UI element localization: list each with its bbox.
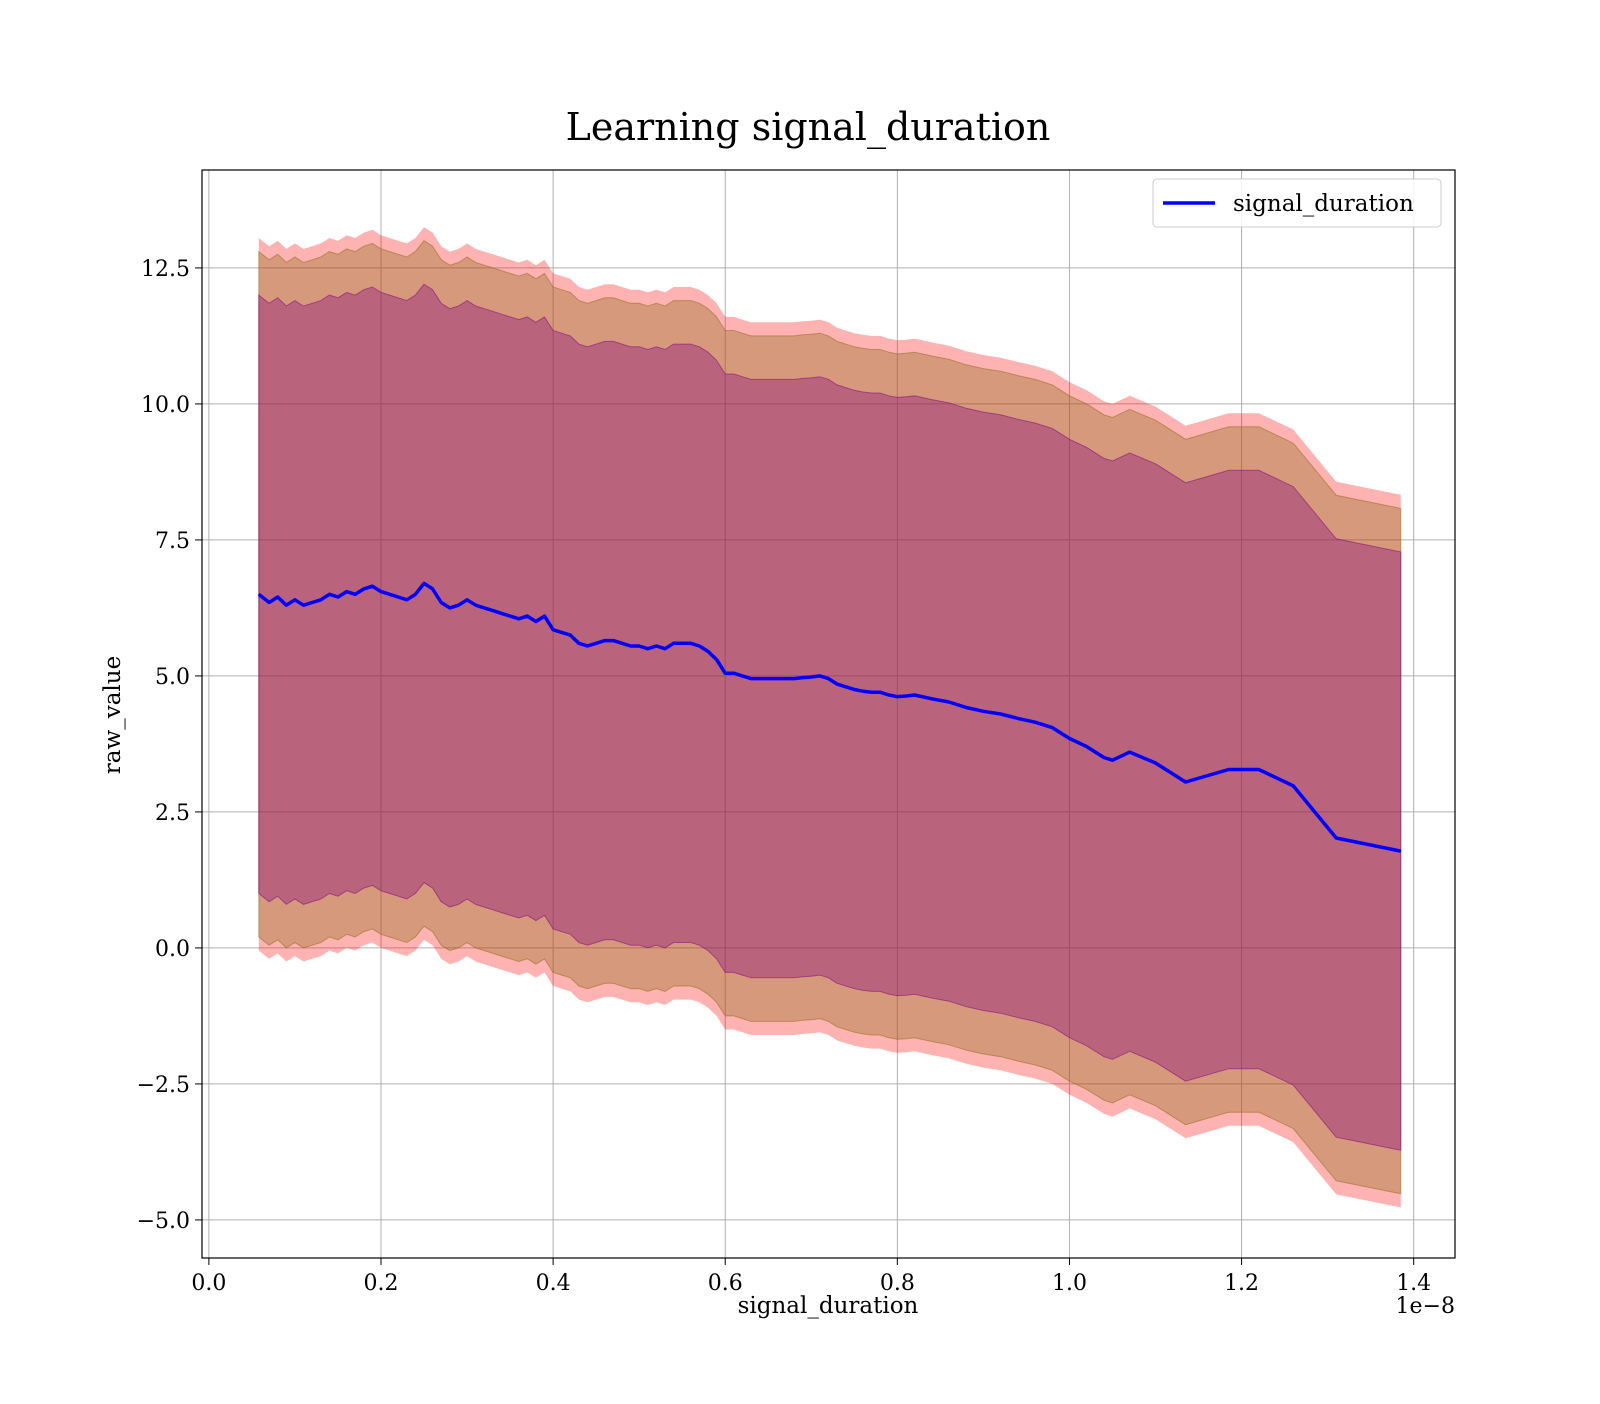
series-line-signal-duration — [257, 581, 1402, 853]
y-tick-label: −5.0 — [137, 1209, 190, 1234]
y-tick-label: 2.5 — [155, 801, 190, 826]
y-tick-label: −2.5 — [137, 1073, 190, 1098]
y-axis-label: raw_value — [100, 656, 126, 774]
x-tick-label: 0.4 — [536, 1271, 571, 1296]
x-axis-ticks: 0.0 0.2 0.4 0.6 0.8 1.0 1.2 1.4 — [191, 1258, 1431, 1296]
x-axis-offset-label: 1e−8 — [1396, 1294, 1455, 1319]
plot-frame — [201, 169, 1456, 1259]
x-tick-label: 1.4 — [1396, 1271, 1431, 1296]
legend: signal_duration — [1152, 178, 1442, 228]
y-tick-label: 12.5 — [141, 257, 190, 282]
band-2 — [258, 240, 1402, 1195]
x-axis-label: signal_duration — [738, 1293, 919, 1319]
band-1 — [258, 227, 1401, 1208]
x-tick-label: 1.2 — [1224, 1271, 1259, 1296]
y-tick-label: 7.5 — [155, 529, 190, 554]
y-axis-ticks: −5.0 −2.5 0.0 2.5 5.0 7.5 10.0 12.5 — [137, 257, 202, 1234]
x-tick-label: 0.0 — [191, 1271, 226, 1296]
series-lines — [257, 581, 1402, 853]
x-tick-label: 0.6 — [708, 1271, 743, 1296]
x-tick-label: 0.2 — [364, 1271, 399, 1296]
grid-lines — [202, 170, 1455, 1258]
legend-box — [1152, 178, 1442, 228]
y-tick-label: 0.0 — [155, 937, 190, 962]
confidence-bands — [258, 227, 1402, 1208]
x-tick-label: 0.8 — [880, 1271, 915, 1296]
y-tick-label: 5.0 — [155, 665, 190, 690]
y-tick-label: 10.0 — [141, 393, 190, 418]
x-tick-label: 1.0 — [1052, 1271, 1087, 1296]
chart-title: Learning signal_duration — [566, 105, 1051, 150]
band-3 — [258, 283, 1402, 1151]
legend-label-signal-duration: signal_duration — [1233, 191, 1414, 217]
